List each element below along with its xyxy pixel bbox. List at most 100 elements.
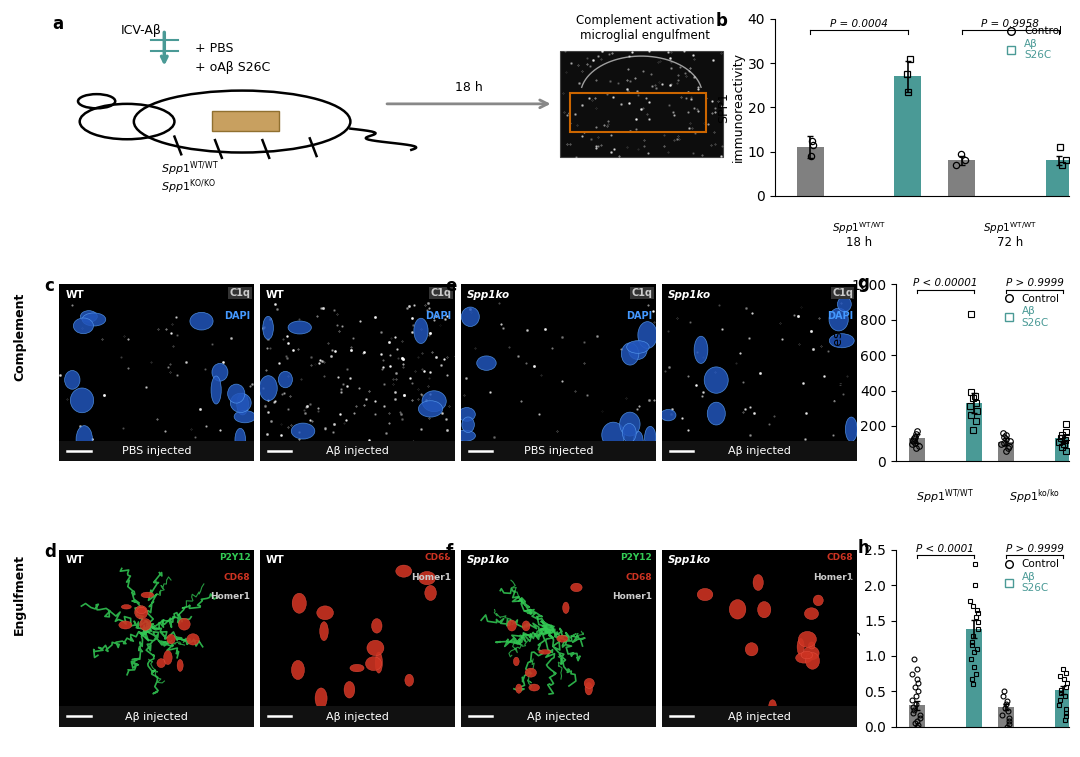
Ellipse shape [798, 631, 816, 647]
Text: Engulfment: Engulfment [13, 553, 26, 635]
Ellipse shape [633, 431, 644, 454]
Ellipse shape [345, 681, 355, 698]
Ellipse shape [76, 425, 93, 453]
Bar [662, 706, 856, 727]
Ellipse shape [513, 657, 519, 665]
Text: $\mathit{Spp1}^{\mathrm{WT/WT}}$: $\mathit{Spp1}^{\mathrm{WT/WT}}$ [983, 220, 1038, 236]
Legend: Control, Aβ
S26C: Control, Aβ S26C [995, 290, 1064, 332]
Text: WT: WT [65, 555, 84, 565]
Text: DAPI: DAPI [827, 311, 853, 321]
Ellipse shape [801, 651, 812, 659]
Text: $\mathit{Spp1}^{\mathrm{WT/WT}}$: $\mathit{Spp1}^{\mathrm{WT/WT}}$ [832, 220, 886, 236]
Ellipse shape [262, 316, 273, 339]
Ellipse shape [769, 699, 777, 712]
Ellipse shape [462, 417, 474, 432]
Text: P < 0.0001: P < 0.0001 [917, 544, 974, 554]
Bar [1045, 160, 1072, 196]
Ellipse shape [620, 412, 640, 436]
Text: P > 0.9999: P > 0.9999 [1005, 544, 1064, 554]
Ellipse shape [645, 426, 656, 449]
Text: 18 h: 18 h [846, 235, 872, 249]
Ellipse shape [694, 336, 707, 363]
Bar [260, 706, 456, 727]
Text: DAPI: DAPI [426, 311, 451, 321]
Ellipse shape [157, 659, 165, 668]
Bar [894, 76, 921, 196]
Text: b: b [716, 12, 728, 30]
Text: a: a [53, 15, 64, 33]
Ellipse shape [139, 618, 151, 631]
Text: h: h [858, 539, 869, 557]
Ellipse shape [529, 684, 540, 691]
Ellipse shape [414, 318, 428, 344]
Ellipse shape [539, 650, 551, 654]
Text: Aβ injected: Aβ injected [125, 712, 188, 721]
Bar [59, 706, 255, 727]
Ellipse shape [137, 607, 146, 614]
Text: $\mathit{Spp1}^{\mathrm{WT/WT}}$: $\mathit{Spp1}^{\mathrm{WT/WT}}$ [917, 487, 974, 506]
Text: DAPI: DAPI [626, 311, 652, 321]
Ellipse shape [602, 422, 624, 447]
Bar [908, 706, 924, 727]
Ellipse shape [164, 650, 172, 665]
Ellipse shape [178, 618, 190, 630]
Y-axis label: SPP1
immunoreactivity: SPP1 immunoreactivity [717, 52, 745, 163]
Bar [797, 147, 824, 196]
Ellipse shape [525, 668, 537, 678]
Ellipse shape [629, 341, 647, 360]
Ellipse shape [121, 605, 132, 609]
Text: Spp1ko: Spp1ko [667, 290, 711, 300]
Ellipse shape [707, 402, 726, 425]
Ellipse shape [476, 356, 496, 370]
Ellipse shape [584, 678, 594, 688]
Text: d: d [44, 543, 56, 561]
Text: $\mathit{Spp1}^{\mathrm{KO/KO}}$: $\mathit{Spp1}^{\mathrm{KO/KO}}$ [161, 177, 216, 196]
Text: C1q: C1q [230, 288, 251, 298]
Ellipse shape [234, 410, 256, 423]
Ellipse shape [806, 653, 820, 669]
Text: + oAβ S26C: + oAβ S26C [194, 61, 270, 74]
Text: $\mathit{Spp1}^{\mathrm{WT/WT}}$: $\mathit{Spp1}^{\mathrm{WT/WT}}$ [161, 160, 219, 178]
Ellipse shape [190, 313, 213, 330]
Text: ICV-Aβ: ICV-Aβ [120, 24, 161, 37]
Text: $\mathit{Spp1}^{\mathrm{ko/ko}}$: $\mathit{Spp1}^{\mathrm{ko/ko}}$ [1009, 487, 1061, 506]
Ellipse shape [621, 343, 639, 365]
Text: Homer1: Homer1 [211, 592, 251, 601]
Ellipse shape [350, 665, 364, 671]
Text: P2Y12: P2Y12 [621, 553, 652, 562]
Ellipse shape [424, 585, 436, 600]
Text: Aβ injected: Aβ injected [326, 446, 389, 456]
Text: C1q: C1q [631, 288, 652, 298]
Ellipse shape [73, 318, 94, 334]
Ellipse shape [372, 618, 382, 633]
Ellipse shape [626, 341, 649, 354]
Ellipse shape [235, 428, 245, 451]
Text: Homer1: Homer1 [813, 573, 853, 582]
Text: e: e [446, 277, 457, 295]
Text: P > 0.9999: P > 0.9999 [1005, 279, 1064, 288]
Ellipse shape [508, 620, 516, 631]
Ellipse shape [320, 621, 328, 640]
Ellipse shape [365, 657, 381, 671]
Ellipse shape [698, 588, 713, 600]
Text: Homer1: Homer1 [411, 573, 451, 582]
Text: 72 h: 72 h [997, 235, 1024, 249]
Ellipse shape [288, 321, 311, 334]
Text: g: g [858, 274, 869, 291]
Ellipse shape [419, 572, 435, 584]
Ellipse shape [804, 646, 819, 660]
Ellipse shape [570, 583, 582, 592]
Bar [59, 441, 255, 461]
Text: $\mathit{Spp1}^{\mathrm{WT/WT}}$: $\mathit{Spp1}^{\mathrm{WT/WT}}$ [917, 755, 974, 757]
Ellipse shape [837, 297, 851, 312]
Text: CD68: CD68 [424, 553, 451, 562]
Ellipse shape [829, 334, 854, 347]
Text: + PBS: + PBS [194, 42, 233, 55]
Ellipse shape [292, 423, 314, 439]
Legend: Control, Aβ
S26C: Control, Aβ S26C [999, 24, 1064, 63]
Ellipse shape [522, 621, 530, 631]
Ellipse shape [829, 308, 848, 331]
Text: CD68: CD68 [625, 573, 652, 582]
Text: $\mathit{Spp1}^{\mathrm{ko/ko}}$: $\mathit{Spp1}^{\mathrm{ko/ko}}$ [1009, 755, 1061, 757]
Ellipse shape [753, 575, 764, 590]
